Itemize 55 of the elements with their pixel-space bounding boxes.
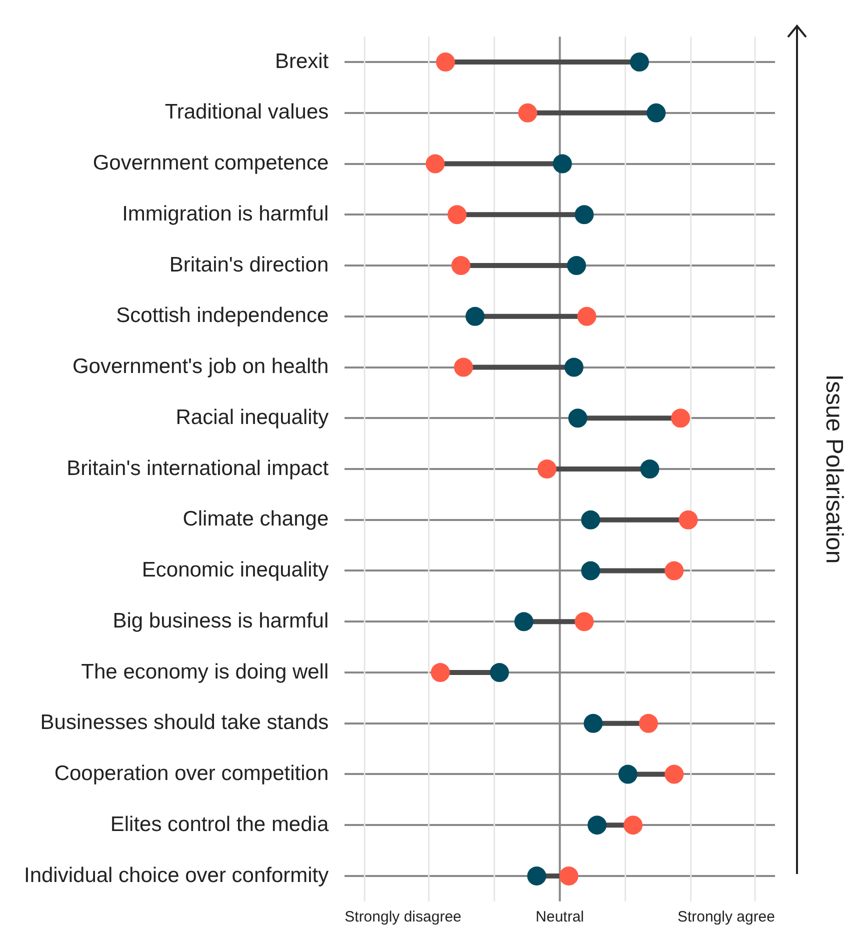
point xyxy=(671,408,690,428)
point xyxy=(426,154,445,174)
point xyxy=(588,816,607,835)
point xyxy=(581,510,600,530)
y-tick-label: Businesses should take stands xyxy=(40,711,329,734)
point xyxy=(559,866,578,886)
point xyxy=(436,52,455,72)
y-tick-label: Government competence xyxy=(92,152,329,175)
point xyxy=(646,103,666,122)
y-tick-label: Traditional values xyxy=(164,100,329,124)
y-tick-label: Brexit xyxy=(274,50,329,73)
point xyxy=(630,52,649,72)
point xyxy=(430,662,450,682)
point xyxy=(451,256,470,276)
text: Neutral xyxy=(536,908,584,926)
y-tick-label: Britain's international impact xyxy=(66,456,329,480)
point xyxy=(448,205,467,224)
point xyxy=(584,714,603,733)
point xyxy=(552,154,572,174)
point xyxy=(618,764,638,784)
y-tick-label: Government's job on health xyxy=(72,355,329,378)
point xyxy=(640,460,660,478)
point xyxy=(454,358,473,377)
y-tick-label: Britain's direction xyxy=(169,253,329,276)
text: Strongly disagree xyxy=(344,908,462,926)
point xyxy=(574,205,594,224)
y-tick-label: Individual choice over conformity xyxy=(24,864,330,887)
point xyxy=(490,662,509,682)
point xyxy=(466,306,485,326)
point xyxy=(574,612,594,632)
y-tick-label: Economic inequality xyxy=(142,558,330,582)
point xyxy=(564,358,584,377)
point xyxy=(527,866,546,886)
point xyxy=(514,612,534,632)
point xyxy=(518,103,538,122)
y-tick-label: Cooperation over competition xyxy=(54,762,329,786)
y-tick-label: Scottish independence xyxy=(116,304,329,328)
point xyxy=(664,561,684,580)
point xyxy=(638,714,658,733)
y-tick-label: Climate change xyxy=(182,508,329,531)
point xyxy=(567,256,586,276)
text: Issue Polarisation xyxy=(820,374,848,564)
y-tick-label: The economy is doing well xyxy=(81,660,329,684)
point xyxy=(664,764,684,784)
point xyxy=(577,306,596,326)
y-tick-label: Big business is harmful xyxy=(112,609,329,632)
y-tick-label: Racial inequality xyxy=(176,406,330,429)
point xyxy=(581,561,600,580)
y-tick-label: Elites control the media xyxy=(110,812,329,836)
point xyxy=(624,816,643,835)
point xyxy=(568,408,588,428)
y-tick-label: Immigration is harmful xyxy=(122,202,329,226)
text: Strongly agree xyxy=(677,908,775,926)
point xyxy=(678,510,698,530)
point xyxy=(537,460,556,478)
